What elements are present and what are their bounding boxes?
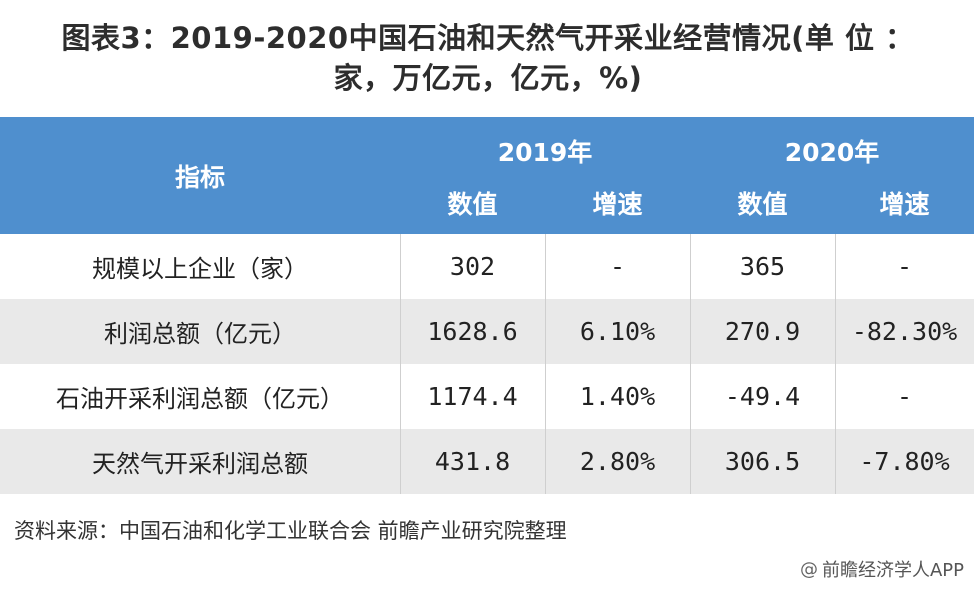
cell-growth-2020: - xyxy=(896,382,913,411)
watermark: @ 前瞻经济学人APP xyxy=(800,556,964,582)
header-year-2019: 2019年 xyxy=(497,138,593,167)
cell-value-2020: -49.4 xyxy=(724,382,801,411)
cell-indicator: 石油开采利润总额（亿元） xyxy=(56,385,344,413)
header-indicator: 指标 xyxy=(174,162,225,192)
cell-value-2019: 302 xyxy=(449,252,496,281)
header-growth-2019: 增速 xyxy=(592,190,643,219)
header-growth-2020: 增速 xyxy=(879,190,930,219)
chart-title: 图表3：2019-2020中国石油和天然气开采业经营情况(单 位 ： 家，万亿元… xyxy=(18,18,958,98)
source-note: 资料来源：中国石油和化学工业联合会 前瞻产业研究院整理 xyxy=(14,519,567,543)
table-row: 石油开采利润总额（亿元） 1174.4 1.40% -49.4 - xyxy=(0,364,974,429)
cell-growth-2019: 2.80% xyxy=(579,447,656,476)
table-row: 利润总额（亿元） 1628.6 6.10% 270.9 -82.30% xyxy=(0,299,974,364)
title-line-2: 家，万亿元，亿元，%) xyxy=(333,61,643,95)
cell-value-2020: 365 xyxy=(739,252,786,281)
cell-value-2019: 1174.4 xyxy=(427,382,518,411)
cell-value-2019: 1628.6 xyxy=(427,317,518,346)
cell-indicator: 利润总额（亿元） xyxy=(104,320,296,348)
cell-indicator: 天然气开采利润总额 xyxy=(92,450,308,478)
cell-value-2020: 270.9 xyxy=(724,317,801,346)
cell-growth-2019: 1.40% xyxy=(579,382,656,411)
title-line-1: 图表3：2019-2020中国石油和天然气开采业经营情况(单 位 ： xyxy=(61,21,915,55)
header-year-2020: 2020年 xyxy=(784,138,880,167)
weibo-icon: @ xyxy=(799,558,818,580)
data-table: 指标 2019年 2020年 数值 增速 数值 增速 规模以上企业（家） 302… xyxy=(0,117,974,494)
cell-growth-2020: - xyxy=(896,252,913,281)
table-row: 规模以上企业（家） 302 - 365 - xyxy=(0,234,974,299)
cell-growth-2019: - xyxy=(609,252,626,281)
cell-value-2020: 306.5 xyxy=(724,447,801,476)
cell-growth-2019: 6.10% xyxy=(579,317,656,346)
table-header: 指标 2019年 2020年 数值 增速 数值 增速 xyxy=(0,117,974,234)
header-value-2019: 数值 xyxy=(447,190,498,219)
header-value-2020: 数值 xyxy=(737,190,788,219)
cell-growth-2020: -7.80% xyxy=(859,447,950,476)
cell-growth-2020: -82.30% xyxy=(851,317,958,346)
table-row: 天然气开采利润总额 431.8 2.80% 306.5 -7.80% xyxy=(0,429,974,494)
watermark-label: 前瞻经济学人APP xyxy=(821,560,964,581)
cell-indicator: 规模以上企业（家） xyxy=(92,255,308,283)
cell-value-2019: 431.8 xyxy=(434,447,511,476)
